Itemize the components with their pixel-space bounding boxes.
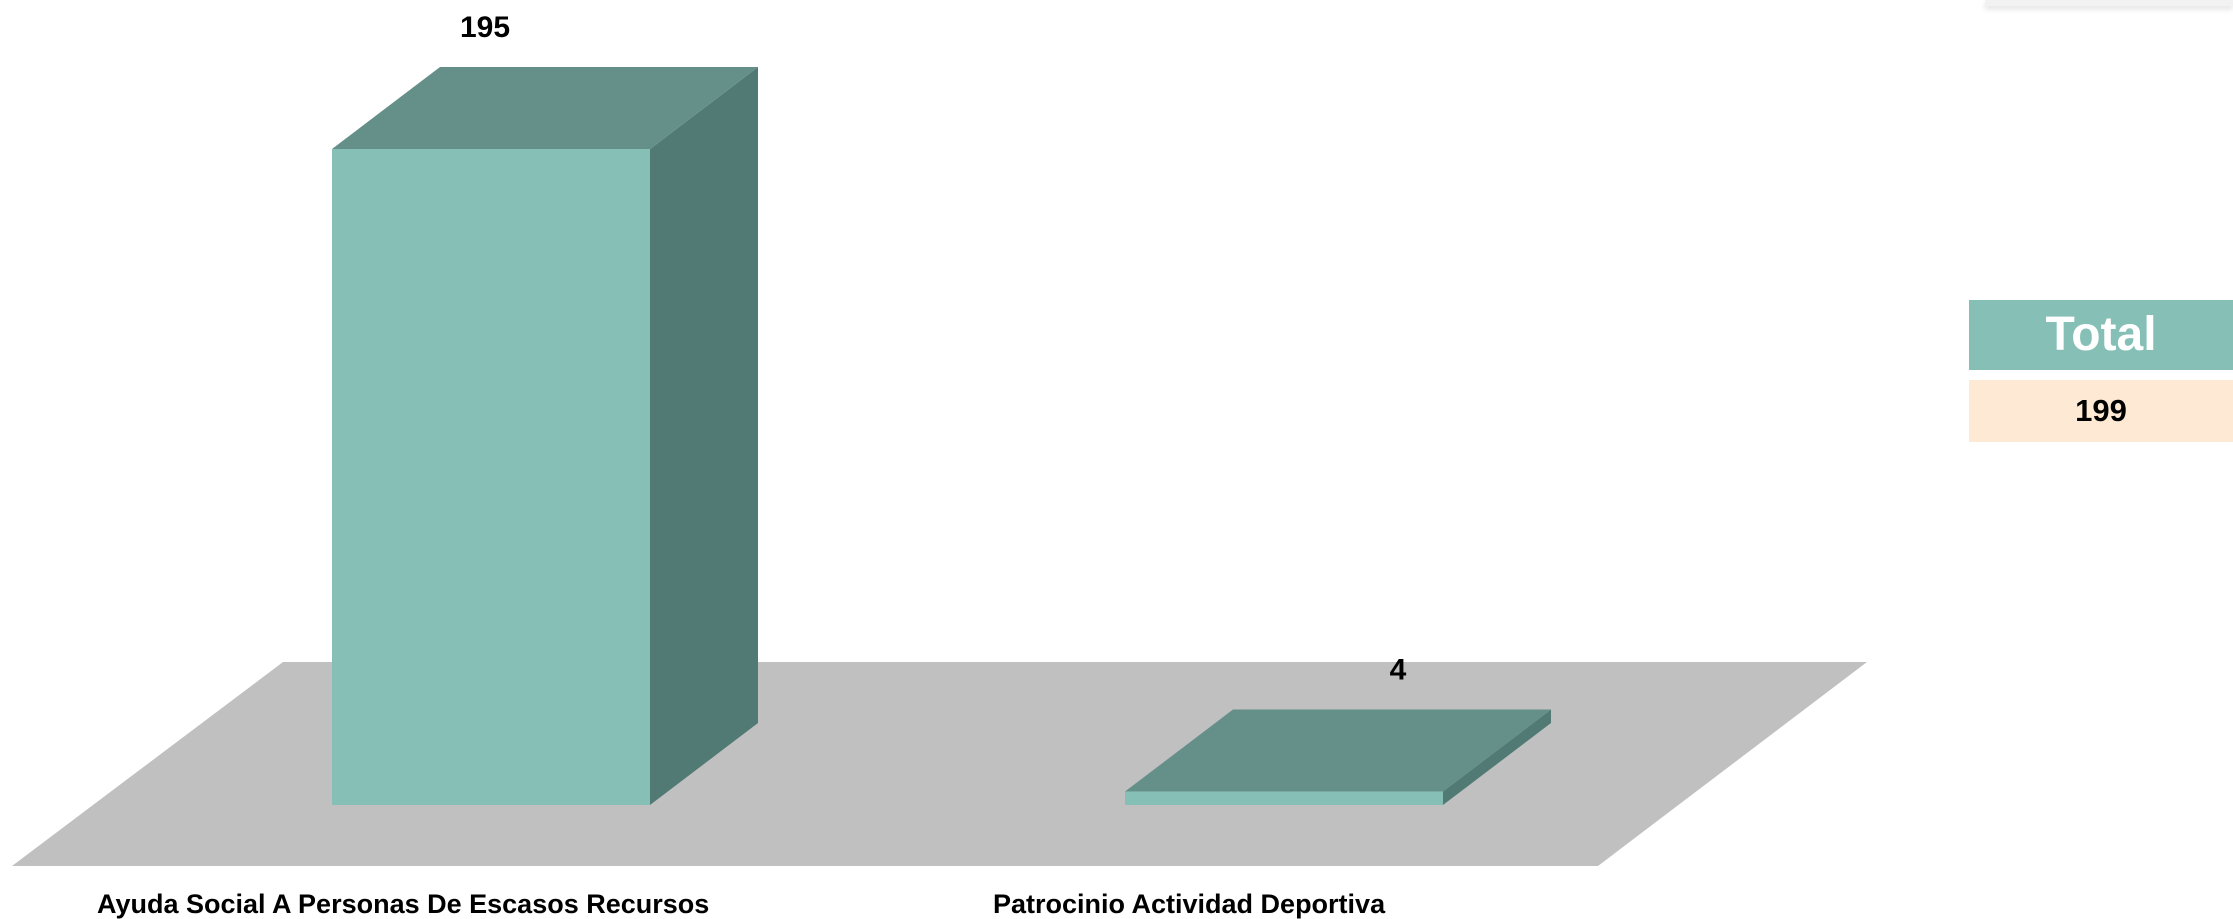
bar-front-1	[332, 149, 650, 805]
chart-floor	[12, 662, 1867, 866]
total-value: 199	[1969, 380, 2233, 442]
bar-top-1	[332, 67, 758, 149]
bar-side-1	[650, 67, 758, 805]
bar-side-2	[1443, 709, 1551, 805]
total-summary: Total 199	[1969, 300, 2233, 442]
total-label: Total	[1969, 300, 2233, 370]
bar-top-2	[1125, 709, 1551, 792]
bar-value-label-2: 4	[1390, 654, 1407, 687]
bar-value-label-1: 195	[460, 11, 510, 44]
category-label-1: Ayuda Social A Personas De Escasos Recur…	[97, 889, 709, 919]
category-label-2: Patrocinio Actividad Deportiva	[993, 889, 1386, 919]
top-panel-edge	[1985, 0, 2233, 6]
bar-front-2	[1125, 791, 1443, 805]
